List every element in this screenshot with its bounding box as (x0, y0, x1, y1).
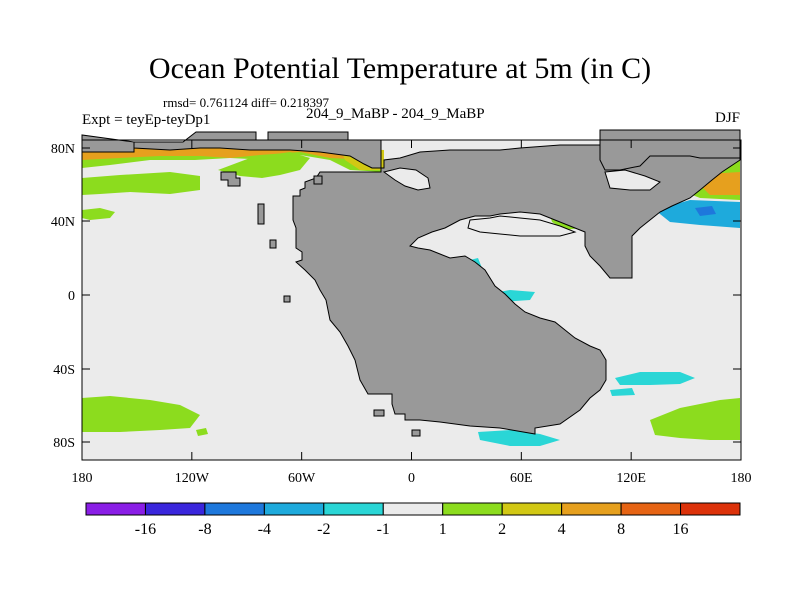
colorbar-label: -16 (135, 521, 156, 538)
opening-east-arctic (604, 169, 661, 191)
anomaly-lightblue-east (655, 200, 740, 228)
colorbar-swatch (680, 502, 741, 516)
experiment-label: Expt = teyEp-teyDp1 (82, 112, 211, 128)
plot-title: Ocean Potential Temperature at 5m (in C) (148, 52, 652, 85)
colorbar-swatch (620, 502, 682, 516)
colorbar-swatch (323, 502, 384, 516)
y-tick-label: 80N (51, 142, 75, 157)
colorbar-label: 16 (673, 521, 689, 538)
x-tick-label: 120W (175, 471, 210, 486)
colorbar-label: -8 (198, 521, 211, 538)
x-tick-label: 180 (731, 471, 752, 486)
land-small-island-7 (313, 175, 323, 185)
land-small-island-5 (373, 409, 385, 417)
x-tick-label: 180 (72, 471, 93, 486)
season-label: DJF (714, 110, 740, 126)
colorbar-swatch (442, 502, 503, 516)
colorbar-label: 2 (498, 521, 506, 538)
colorbar-label: -4 (258, 521, 271, 538)
y-tick-label: 80S (53, 436, 75, 451)
colorbar-label: 4 (558, 521, 566, 538)
colorbar-label: 8 (617, 521, 625, 538)
opening-north-atlantic (382, 167, 431, 191)
y-tick-label: 40N (51, 215, 75, 230)
ocean-openings (382, 167, 661, 237)
colorbar-swatch (501, 502, 563, 516)
x-tick-label: 120E (616, 471, 646, 486)
land-small-island-4 (283, 295, 291, 303)
colorbar-label: -1 (377, 521, 390, 538)
x-axis: 180 120W 60W 0 60E 120E 180 (72, 140, 752, 486)
anomaly-green-central (218, 152, 310, 178)
land-small-island-3 (269, 239, 277, 249)
colorbar-swatch (144, 502, 206, 516)
anomaly-cyan-south-indian (615, 372, 695, 385)
anomaly-cyan-south-indian-small (610, 388, 635, 396)
colorbar-swatch (382, 502, 444, 516)
colorbar-label: 1 (439, 521, 447, 538)
land-small-island-2 (257, 203, 265, 225)
colorbar-swatch (85, 502, 146, 516)
opening-tethys (467, 215, 577, 237)
colorbar-swatch (204, 502, 265, 516)
colorbar-swatch (561, 502, 622, 516)
anomaly-cyan-south-atlantic (478, 430, 560, 446)
x-tick-label: 0 (408, 471, 415, 486)
anomaly-green-southwest (82, 396, 200, 432)
y-tick-label: 40S (53, 363, 75, 378)
land-arctic-west (81, 134, 135, 153)
anomaly-green-pacific-band (82, 172, 200, 195)
x-tick-label: 60E (510, 471, 533, 486)
rmsd-diff-stats: rmsd= 0.761124 diff= 0.218397 (163, 95, 329, 110)
land-small-island-6 (411, 429, 421, 437)
anomaly-green-tiny (196, 428, 208, 436)
anomaly-blue-east-core (695, 206, 716, 216)
x-tick-label: 60W (288, 471, 316, 486)
land-small-island-1 (220, 171, 241, 187)
anomaly-green-west-small (82, 208, 115, 220)
y-tick-label: 0 (68, 289, 75, 304)
period-label: 204_9_MaBP - 204_9_MaBP (306, 106, 485, 122)
colorbar: -16 -8 -4 -2 -1 1 2 4 8 16 (85, 502, 741, 538)
anomaly-green-southeast (650, 398, 740, 440)
colorbar-label: -2 (317, 521, 330, 538)
y-axis: 80N 40N 0 40S 80S (51, 142, 741, 451)
colorbar-swatch (263, 502, 325, 516)
